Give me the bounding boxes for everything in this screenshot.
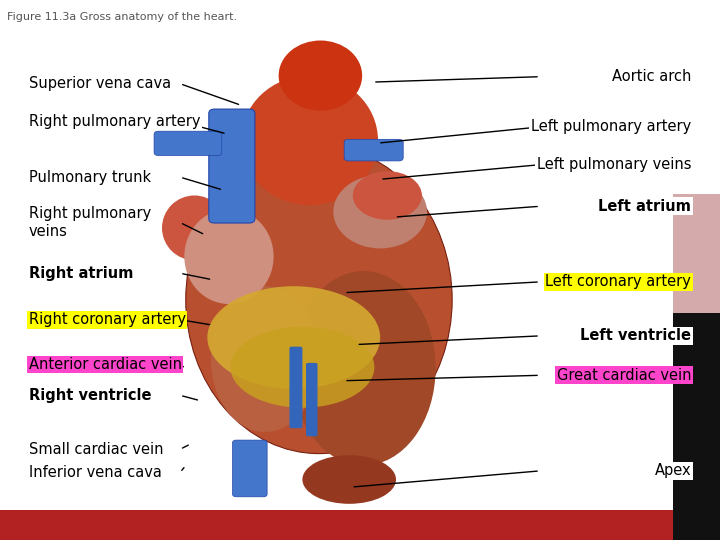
Text: Right ventricle: Right ventricle [29, 388, 151, 403]
FancyBboxPatch shape [154, 131, 222, 156]
Text: Right pulmonary
veins: Right pulmonary veins [29, 206, 151, 239]
Bar [673, 313, 720, 540]
Text: Anterior cardiac vein: Anterior cardiac vein [29, 357, 181, 372]
Ellipse shape [162, 195, 227, 260]
FancyBboxPatch shape [289, 347, 302, 428]
FancyBboxPatch shape [233, 440, 267, 497]
Text: Figure 11.3a Gross anatomy of the heart.: Figure 11.3a Gross anatomy of the heart. [7, 12, 238, 22]
Ellipse shape [333, 175, 427, 248]
Text: Pulmonary trunk: Pulmonary trunk [29, 170, 151, 185]
Ellipse shape [186, 146, 452, 454]
Text: Superior vena cava: Superior vena cava [29, 76, 171, 91]
Text: Great cardiac vein: Great cardiac vein [557, 368, 691, 383]
Ellipse shape [353, 171, 422, 220]
Ellipse shape [230, 327, 374, 408]
Text: Inferior vena cava: Inferior vena cava [29, 465, 162, 480]
Text: Aortic arch: Aortic arch [612, 69, 691, 84]
FancyBboxPatch shape [209, 109, 255, 223]
Text: Right pulmonary artery: Right pulmonary artery [29, 114, 200, 129]
FancyBboxPatch shape [344, 139, 403, 161]
Bar [0, 510, 673, 540]
Ellipse shape [211, 286, 319, 432]
Text: Small cardiac vein: Small cardiac vein [29, 442, 163, 457]
Bar [673, 194, 720, 313]
Ellipse shape [241, 76, 378, 205]
Ellipse shape [292, 271, 436, 465]
Text: Right coronary artery: Right coronary artery [29, 312, 186, 327]
Ellipse shape [207, 286, 380, 389]
Ellipse shape [302, 455, 396, 504]
Text: Left pulmonary veins: Left pulmonary veins [536, 157, 691, 172]
Ellipse shape [184, 209, 274, 304]
Text: Apex: Apex [654, 463, 691, 478]
Ellipse shape [279, 40, 362, 111]
Text: Left ventricle: Left ventricle [580, 328, 691, 343]
Text: Left atrium: Left atrium [598, 199, 691, 214]
Text: Left coronary artery: Left coronary artery [545, 274, 691, 289]
FancyBboxPatch shape [306, 363, 318, 436]
Text: Right atrium: Right atrium [29, 266, 133, 281]
Text: Left pulmonary artery: Left pulmonary artery [531, 119, 691, 134]
